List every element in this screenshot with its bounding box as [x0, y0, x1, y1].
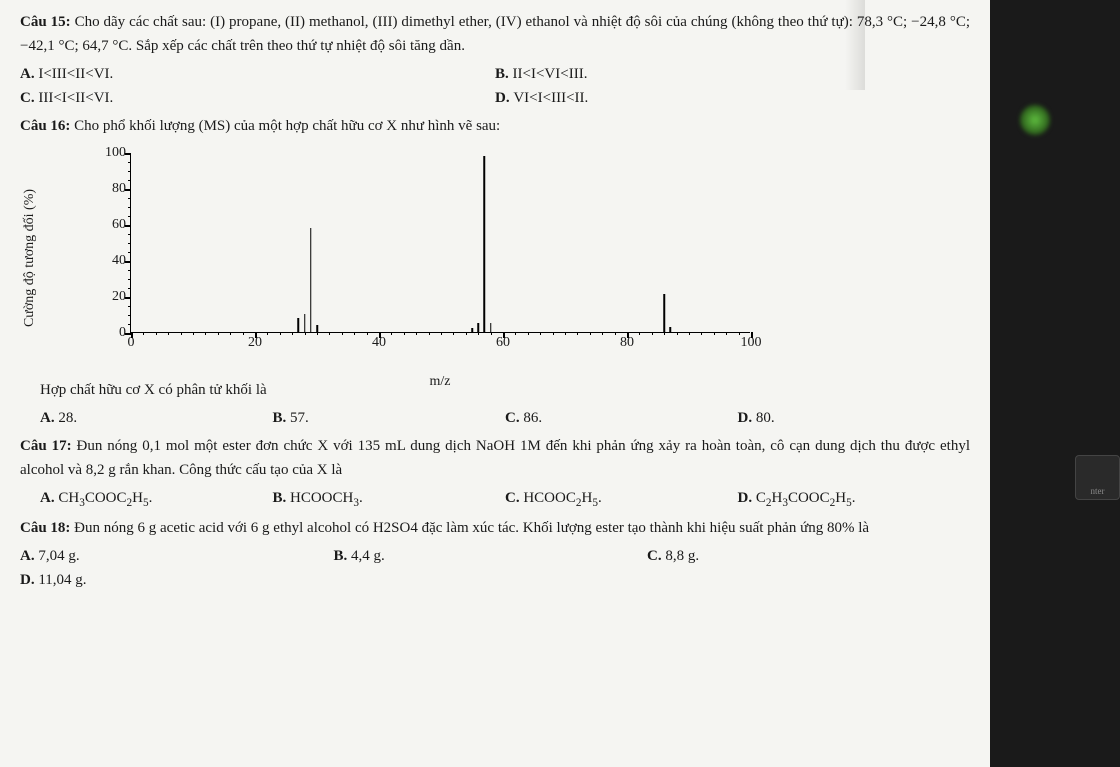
ytick-label: 40 [96, 250, 126, 272]
chart-ylabel: Cường độ tương đối (%) [19, 189, 41, 327]
page-fold-shadow [845, 0, 865, 90]
q17-optB: B. HCOOCH3. [273, 486, 506, 512]
document-page: Câu 15: Cho dãy các chất sau: (I) propan… [0, 0, 990, 767]
q16-subtext: Hợp chất hữu cơ X có phân tử khối là [40, 378, 970, 402]
q16-label: Câu 16: [20, 118, 70, 134]
q16-optA: A. 28. [40, 406, 273, 430]
q15-optD: D. VI<I<III<II. [495, 86, 970, 110]
ytick-label: 0 [96, 322, 126, 344]
q16-optB: B. 57. [273, 406, 506, 430]
q15-text: Câu 15: Cho dãy các chất sau: (I) propan… [20, 10, 970, 58]
q15-optA: A. I<III<II<VI. [20, 62, 495, 86]
spectrum-peak [490, 323, 492, 332]
q16-optC: C. 86. [505, 406, 738, 430]
q18-optC: C. 8,8 g. [647, 544, 961, 568]
q15-body: Cho dãy các chất sau: (I) propane, (II) … [20, 14, 970, 54]
q16-optD: D. 80. [738, 406, 971, 430]
keyboard-background: nter [990, 0, 1120, 767]
ytick-label: 80 [96, 178, 126, 200]
q17-text: Câu 17: Đun nóng 0,1 mol một ester đơn c… [20, 434, 970, 482]
q15-optC: C. III<I<II<VI. [20, 86, 495, 110]
q17-optD-val: C2H3COOC2H5. [756, 490, 856, 506]
q17-optD: D. C2H3COOC2H5. [738, 486, 971, 512]
q16-body: Cho phổ khối lượng (MS) của một hợp chất… [70, 118, 500, 134]
spectrum-peak [298, 318, 300, 332]
q17-optA: A. CH3COOC2H5. [40, 486, 273, 512]
q17-options: A. CH3COOC2H5. B. HCOOCH3. C. HCOOC2H5. … [40, 486, 970, 512]
q18-label: Câu 18: [20, 520, 70, 536]
q17-optC: C. HCOOC2H5. [505, 486, 738, 512]
q15-optB: B. II<I<VI<III. [495, 62, 970, 86]
ytick-label: 60 [96, 214, 126, 236]
q15-label: Câu 15: [20, 14, 71, 30]
q17-optB-val: HCOOCH3. [290, 490, 363, 506]
green-led-icon [1020, 105, 1050, 135]
q15-options: A. I<III<II<VI. B. II<I<VI<III. C. III<I… [20, 62, 970, 110]
spectrum-peak [304, 314, 306, 332]
q16-text: Câu 16: Cho phổ khối lượng (MS) của một … [20, 114, 970, 138]
spectrum-peak [477, 323, 479, 332]
q17-body: Đun nóng 0,1 mol một ester đơn chức X vớ… [20, 438, 970, 478]
spectrum-peak [310, 228, 312, 332]
ms-spectrum-chart: Cường độ tương đối (%) 02040608010002040… [60, 148, 780, 368]
ytick-label: 20 [96, 286, 126, 308]
q16-options: A. 28. B. 57. C. 86. D. 80. [40, 406, 970, 430]
spectrum-peak [670, 327, 672, 332]
q18-optA: A. 7,04 g. [20, 544, 334, 568]
ytick-label: 100 [96, 142, 126, 164]
enter-key: nter [1075, 455, 1120, 500]
chart-plot-area: 020406080100020406080100 [130, 153, 750, 333]
q17-optC-val: HCOOC2H5. [523, 490, 601, 506]
spectrum-peak [316, 325, 318, 332]
spectrum-peak [484, 156, 486, 332]
q18-optB: B. 4,4 g. [334, 544, 648, 568]
spectrum-peak [663, 294, 665, 332]
q18-optD: D. 11,04 g. [20, 568, 970, 592]
spectrum-peak [471, 328, 473, 332]
q18-options: A. 7,04 g. B. 4,4 g. C. 8,8 g. D. 11,04 … [20, 544, 970, 592]
chart-xlabel: m/z [430, 371, 451, 393]
q18-text: Câu 18: Đun nóng 6 g acetic acid với 6 g… [20, 516, 970, 540]
q17-label: Câu 17: [20, 438, 72, 454]
q18-body: Đun nóng 6 g acetic acid với 6 g ethyl a… [70, 520, 869, 536]
q17-optA-val: CH3COOC2H5. [58, 490, 152, 506]
